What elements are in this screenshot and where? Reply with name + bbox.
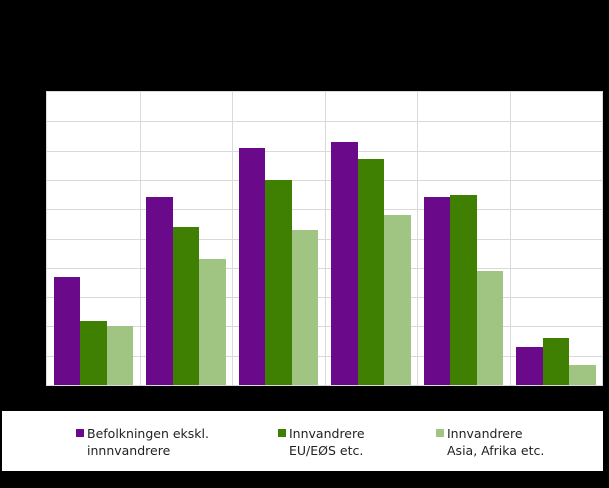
bar <box>384 215 411 385</box>
legend-item-befolkningen: Befolkningen ekskl. innnvandrere <box>76 425 209 459</box>
legend-label: Befolkningen ekskl. <box>87 426 209 441</box>
legend-label: EU/EØS etc. <box>289 443 364 458</box>
bar <box>450 194 477 385</box>
legend-swatch-light-green <box>436 429 444 437</box>
legend-label: Innvandrere <box>447 426 523 441</box>
bar <box>172 226 199 385</box>
bar <box>146 197 173 385</box>
legend-swatch-dark-green <box>278 429 286 437</box>
gridline-vertical <box>417 92 418 385</box>
gridline-vertical <box>232 92 233 385</box>
bar <box>331 141 358 385</box>
legend: Befolkningen ekskl. innnvandrere Innvand… <box>2 411 603 471</box>
gridline-vertical <box>509 92 511 385</box>
legend-item-asia-afrika: Innvandrere Asia, Afrika etc. <box>436 425 545 459</box>
gridline-vertical <box>324 92 326 385</box>
bar <box>106 326 133 385</box>
bar <box>80 320 107 385</box>
bar <box>238 147 265 385</box>
bar <box>516 346 543 385</box>
bar <box>542 338 569 385</box>
bar <box>291 229 318 385</box>
bar <box>423 197 450 385</box>
bar <box>265 179 292 385</box>
bar <box>569 364 596 385</box>
legend-label: Innvandrere <box>289 426 365 441</box>
legend-label: innnvandrere <box>87 443 171 458</box>
legend-item-eu-eos: Innvandrere EU/EØS etc. <box>278 425 365 459</box>
bar <box>357 159 384 385</box>
bar <box>199 259 226 385</box>
plot-area <box>46 91 603 386</box>
legend-swatch-purple <box>76 429 84 437</box>
legend-label: Asia, Afrika etc. <box>447 443 545 458</box>
bar <box>53 276 80 385</box>
gridline-vertical <box>139 92 141 385</box>
bar <box>476 270 503 385</box>
